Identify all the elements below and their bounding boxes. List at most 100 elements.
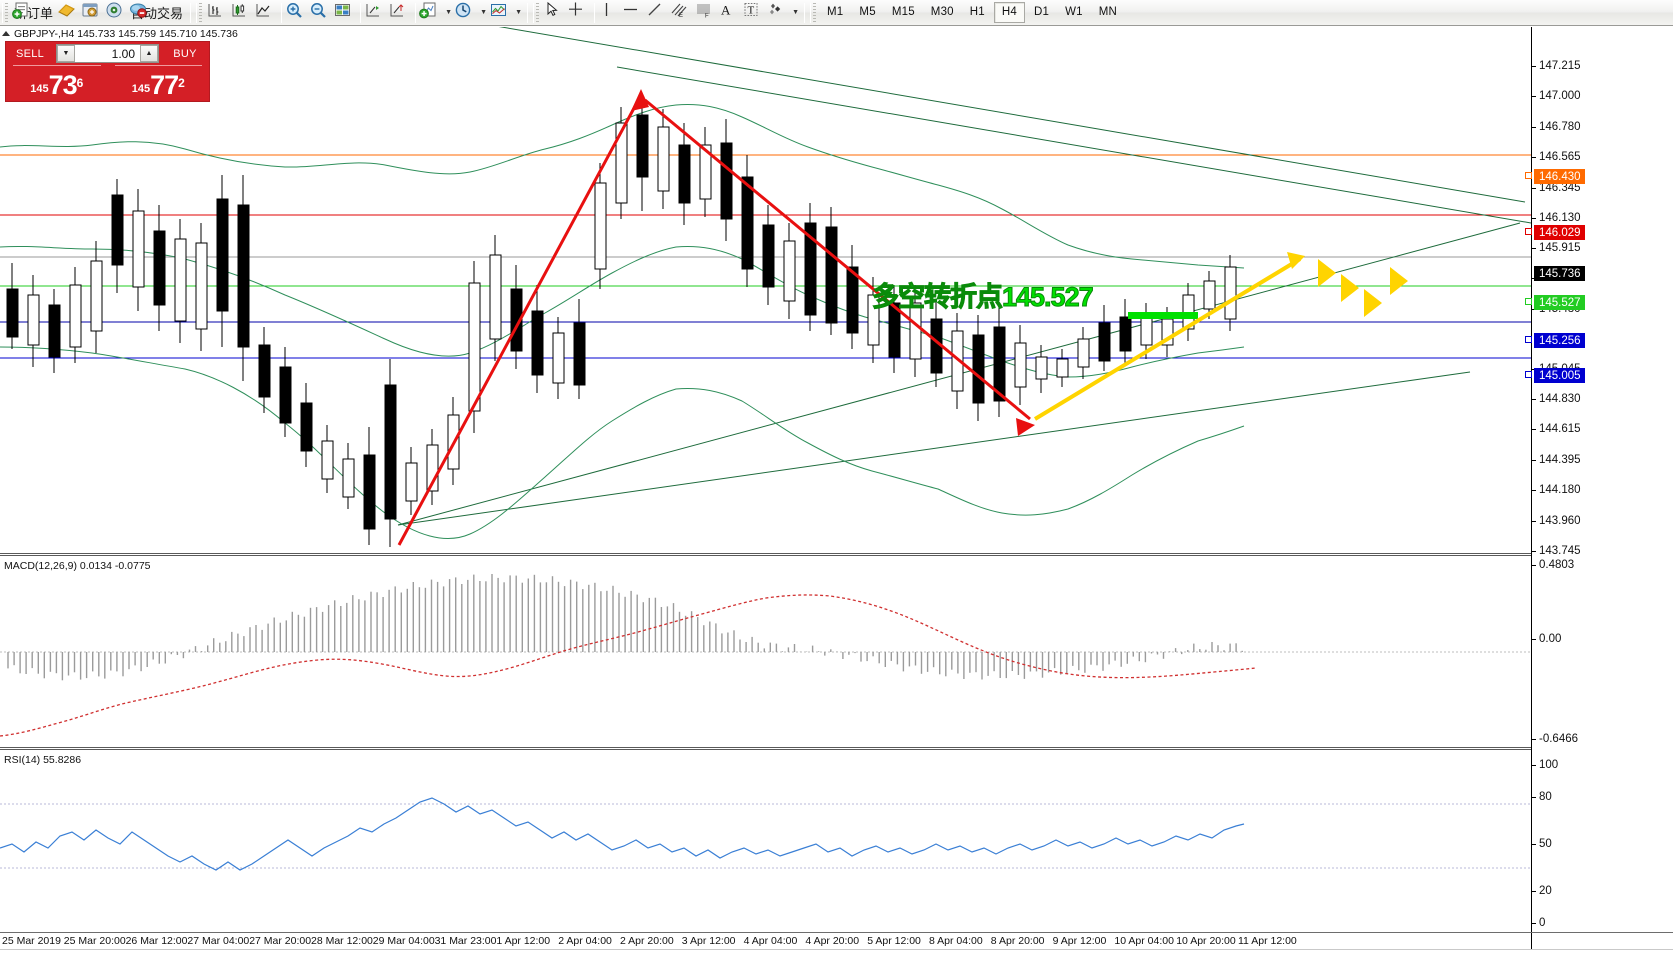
price-pane[interactable]: 多空转折点145.527 (0, 27, 1531, 552)
buy-price-integer: 145 (131, 83, 151, 95)
shapes-button[interactable] (766, 1, 790, 25)
pane-separator-rsi[interactable] (0, 747, 1673, 750)
toolbar-grip-4[interactable] (810, 2, 818, 23)
line-chart-button[interactable] (254, 1, 278, 25)
period-dropdown[interactable]: ▼ (480, 9, 487, 16)
price-tick-label: 143.745 (1539, 545, 1581, 557)
rsi-pane[interactable]: RSI(14) 55.8286 (0, 752, 1531, 932)
macd-pane[interactable]: MACD(12,26,9) 0.0134 -0.0775 (0, 558, 1531, 746)
vertical-line-button[interactable] (598, 1, 622, 25)
fibonacci-button[interactable]: F (694, 1, 718, 25)
trendline-button[interactable] (646, 1, 670, 25)
volume-stepper[interactable]: ▼ 1.00 ▲ (56, 44, 159, 63)
shapes-dropdown[interactable]: ▼ (792, 9, 799, 16)
new-order-button[interactable]: 新订单 (12, 1, 57, 25)
level-handle[interactable] (1525, 298, 1532, 306)
one-click-trading-panel[interactable]: SELL ▼ 1.00 ▲ BUY 145 73 6 145 77 2 (5, 41, 210, 102)
sell-button[interactable]: 145 73 6 (7, 65, 107, 100)
toolbar-separator-1 (190, 2, 192, 23)
rsi-tick-label: 50 (1539, 838, 1552, 850)
volume-up-arrow[interactable]: ▲ (140, 45, 158, 62)
templates-dropdown[interactable]: ▼ (515, 9, 522, 16)
collapse-triangle-icon[interactable] (2, 31, 10, 36)
down-impulse-arrow (397, 89, 1035, 546)
price-tick-label: 146.780 (1539, 120, 1581, 133)
grid-button[interactable] (333, 1, 357, 25)
timeframe-button-m1[interactable]: M1 (827, 6, 844, 18)
price-label-145527[interactable]: 145.527 (1525, 295, 1585, 311)
fibonacci-icon: F (697, 4, 711, 19)
time-tick-label: 5 Apr 12:00 (867, 935, 921, 947)
pane-separator-macd[interactable] (0, 553, 1673, 556)
price-scale[interactable]: 147.215 147.000 146.780 146.565 146.345 146.1… (1525, 27, 1673, 949)
equidistant-channel-icon: E (671, 3, 687, 19)
buy-label[interactable]: BUY (173, 47, 197, 60)
chart-annotation-text: 多空转折点145.527 (872, 282, 1095, 313)
sell-label[interactable]: SELL (15, 47, 45, 60)
price-tick-label: 144.615 (1539, 423, 1581, 436)
chart-shift-button[interactable] (364, 1, 388, 25)
time-tick-label: 26 Mar 12:00 (125, 935, 188, 947)
timeframe-button-m30[interactable]: M30 (930, 6, 954, 18)
text-button[interactable]: T (742, 1, 766, 25)
time-tick-label: 27 Mar 20:00 (249, 935, 312, 947)
navigator-button[interactable] (105, 1, 129, 25)
timeframe-button-w1[interactable]: W1 (1065, 6, 1083, 18)
equidistant-channel-button[interactable]: E (670, 1, 694, 25)
price-label-146430[interactable]: 146.430 (1525, 169, 1585, 185)
auto-trading-button[interactable]: 自动交易 (129, 1, 187, 25)
price-label-145736[interactable]: 145.736 (1534, 266, 1585, 282)
auto-scroll-button[interactable] (388, 1, 412, 25)
price-label-145005[interactable]: 145.005 (1525, 368, 1585, 384)
line-chart-icon (256, 3, 270, 16)
bar-chart-button[interactable] (206, 1, 230, 25)
timeframe-button-m5[interactable]: M5 (859, 6, 876, 18)
macd-signal-line (0, 594, 1257, 737)
timeframe-button-h1[interactable]: H1 (969, 6, 985, 18)
level-handle[interactable] (1525, 371, 1532, 379)
data-window-button[interactable] (81, 1, 105, 25)
templates-button[interactable] (489, 1, 513, 25)
support-marker-green (1128, 312, 1198, 319)
toolbar-grip[interactable] (2, 2, 9, 23)
price-tick-label: 147.000 (1539, 90, 1581, 103)
toolbar-separator-3 (360, 2, 362, 23)
volume-down-arrow[interactable]: ▼ (57, 45, 75, 62)
level-handle[interactable] (1525, 228, 1532, 236)
time-axis[interactable]: 25 Mar 2019 25 Mar 20:00 26 Mar 12:00 27 Ma… (0, 932, 1673, 949)
cursor-button[interactable] (543, 1, 567, 25)
chart-shift-icon (366, 3, 380, 16)
toolbar-grip-2[interactable] (196, 2, 204, 23)
sell-price-integer: 145 (30, 83, 49, 95)
buy-button[interactable]: 145 77 2 (108, 65, 208, 100)
svg-text:F: F (705, 13, 709, 19)
zoom-out-button[interactable] (309, 1, 333, 25)
timeframe-button-d1[interactable]: D1 (1034, 6, 1050, 18)
period-button[interactable] (454, 1, 478, 25)
timeframe-button-h4[interactable]: H4 (993, 2, 1025, 23)
expert-advisors-button[interactable] (57, 1, 81, 25)
price-label-145256[interactable]: 145.256 (1525, 333, 1585, 349)
timeframe-button-mn[interactable]: MN (1098, 6, 1118, 18)
level-handle[interactable] (1525, 172, 1532, 180)
price-label-146029[interactable]: 146.029 (1525, 225, 1585, 241)
toolbar-separator-2 (281, 2, 283, 23)
toolbar-grip-3[interactable] (533, 2, 541, 23)
time-tick-label: 11 Apr 12:00 (1238, 935, 1297, 947)
macd-tick-label: 0.00 (1539, 633, 1562, 646)
candlestick-chart-button[interactable] (230, 1, 254, 25)
volume-value[interactable]: 1.00 (111, 46, 135, 61)
price-tick-label: 144.830 (1539, 393, 1581, 406)
chart-area[interactable]: 多空转折点145.527 MACD(12,26,9) 0.0134 -0.077… (0, 27, 1673, 976)
horizontal-line-button[interactable] (622, 1, 646, 25)
level-handle[interactable] (1525, 336, 1532, 344)
candlestick-series (6, 93, 1237, 547)
timeframe-button-m15[interactable]: M15 (891, 6, 915, 18)
time-tick-label: 4 Apr 04:00 (743, 935, 798, 947)
zoom-in-button[interactable] (285, 1, 309, 25)
crosshair-button[interactable] (567, 1, 591, 25)
add-indicator-button[interactable] (419, 1, 443, 25)
text-label-button[interactable]: A (718, 1, 742, 25)
add-indicator-dropdown[interactable]: ▼ (445, 9, 452, 16)
auto-trading-icon (130, 3, 147, 18)
